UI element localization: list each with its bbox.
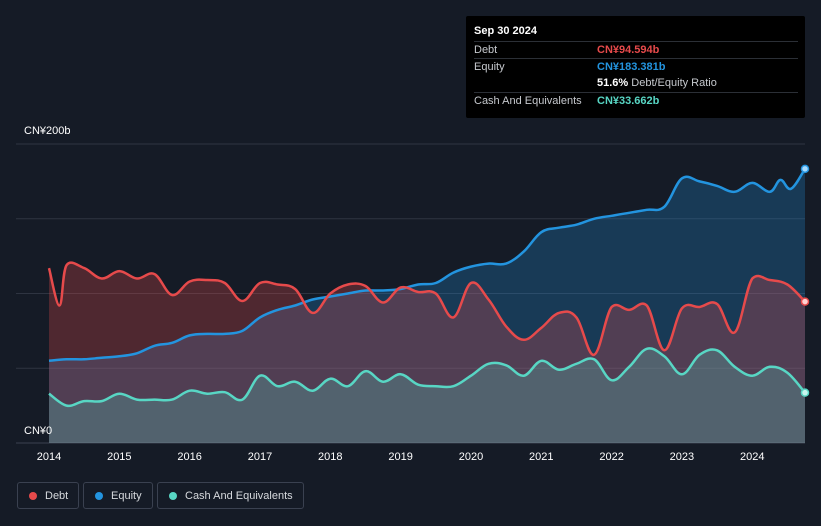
tooltip-equity-value: CN¥183.381b	[597, 61, 666, 73]
x-tick-label: 2023	[669, 451, 695, 463]
x-tick-label: 2017	[247, 451, 273, 463]
legend-equity[interactable]: Equity	[83, 482, 153, 509]
end-markers	[800, 164, 810, 397]
legend-cash[interactable]: Cash And Equivalents	[157, 482, 304, 509]
legend-cash-dot	[169, 492, 177, 500]
legend-debt-label: Debt	[45, 490, 69, 502]
legend-debt-dot	[29, 492, 37, 500]
tooltip-ratio: 51.6% Debt/Equity Ratio	[597, 77, 717, 89]
line-cash	[48, 347, 806, 408]
tooltip-cash-value: CN¥33.662b	[597, 95, 660, 107]
x-tick-label: 2024	[740, 451, 765, 463]
tooltip-row-equity: Equity CN¥183.381b	[474, 58, 798, 76]
end-marker-cash	[800, 388, 810, 397]
tooltip-debt-label: Debt	[474, 44, 498, 56]
y-tick-label-max: CN¥200b	[24, 125, 71, 137]
y-tick-label-min: CN¥0	[24, 425, 53, 437]
x-tick-label: 2018	[318, 451, 343, 463]
tooltip-cash-label: Cash And Equivalents	[474, 95, 582, 107]
x-tick-label: 2021	[529, 451, 554, 463]
area-debt	[49, 262, 805, 443]
tooltip-equity-label: Equity	[474, 61, 505, 73]
tooltip-row-debt: Debt CN¥94.594b	[474, 41, 798, 59]
end-marker-debt	[800, 297, 810, 306]
x-tick-label: 2022	[599, 451, 624, 463]
tooltip-date: Sep 30 2024	[474, 25, 537, 37]
end-marker-equity	[800, 164, 810, 174]
x-tick-label: 2016	[177, 451, 202, 463]
tooltip-ratio-label: Debt/Equity Ratio	[631, 77, 717, 89]
area-equity	[49, 168, 805, 444]
series-areas	[49, 168, 805, 444]
legend-equity-dot	[95, 492, 103, 500]
line-equity	[48, 168, 807, 363]
tooltip-row-cash: Cash And Equivalents CN¥33.662b	[474, 92, 798, 110]
series-lines	[47, 168, 807, 408]
x-tick-label: 2019	[388, 451, 413, 463]
area-cash	[49, 348, 805, 443]
line-debt	[47, 261, 806, 357]
legend-equity-label: Equity	[111, 490, 142, 502]
legend-cash-label: Cash And Equivalents	[185, 490, 293, 502]
x-tick-label: 2014	[36, 451, 62, 463]
tooltip-panel: Sep 30 2024 Debt CN¥94.594b Equity CN¥18…	[466, 16, 805, 118]
tooltip-ratio-value: 51.6%	[597, 77, 629, 89]
x-tick-label: 2015	[107, 451, 132, 463]
gridlines	[16, 143, 805, 444]
tooltip-debt-value: CN¥94.594b	[597, 44, 660, 56]
x-tick-label: 2020	[458, 451, 484, 463]
legend-debt[interactable]: Debt	[17, 482, 79, 509]
tooltip-row-ratio: 51.6% Debt/Equity Ratio	[474, 75, 798, 92]
